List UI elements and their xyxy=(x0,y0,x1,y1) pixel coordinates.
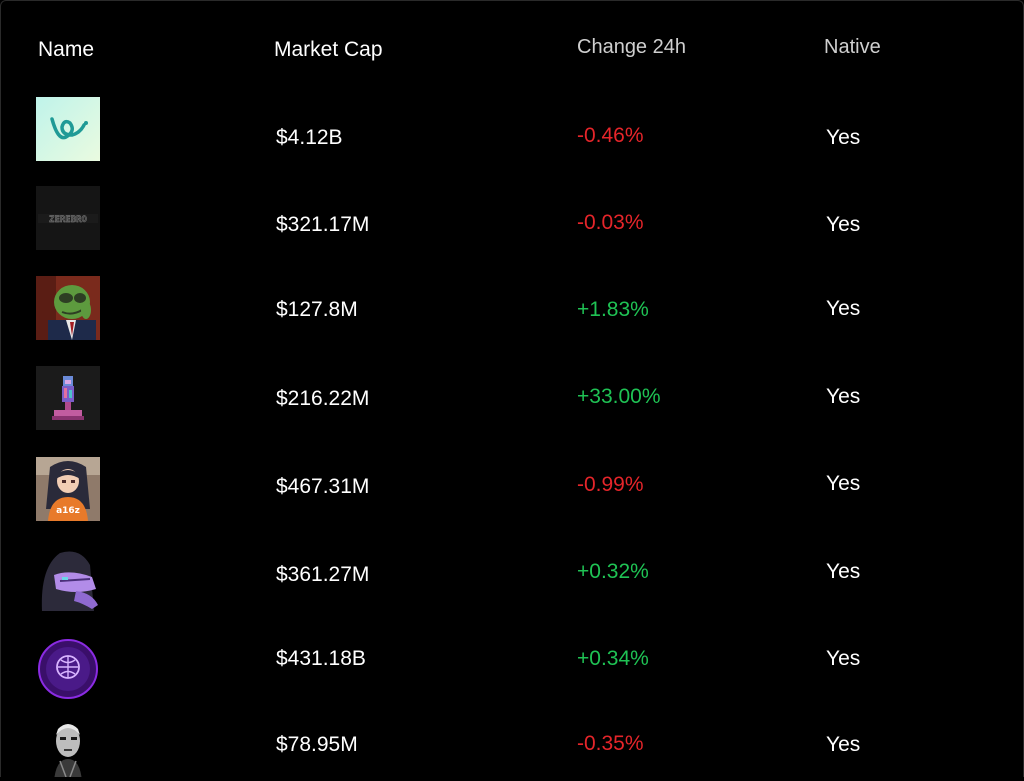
market-cap-value: $467.31M xyxy=(276,475,370,498)
change-24h-value: +0.34% xyxy=(577,647,649,670)
market-cap-value: $321.17M xyxy=(276,213,370,236)
native-value: Yes xyxy=(826,213,861,236)
pixel-bust-statue-icon xyxy=(36,366,100,430)
svg-text:ZEREBRO: ZEREBRO xyxy=(49,215,88,225)
table-row[interactable]: a16z $467.31M -0.99% Yes xyxy=(1,457,1021,521)
native-value: Yes xyxy=(826,126,861,149)
table-row[interactable]: $216.22M +33.00% Yes xyxy=(1,366,1021,430)
monochrome-face-icon xyxy=(36,717,100,777)
market-cap-value: $4.12B xyxy=(276,126,343,149)
native-value: Yes xyxy=(826,297,861,320)
anime-girl-avatar-icon: a16z xyxy=(36,457,100,521)
teal-swirl-logo-icon xyxy=(36,97,100,161)
change-24h-value: -0.99% xyxy=(577,473,644,496)
header-change-24h[interactable]: Change 24h xyxy=(577,36,686,58)
svg-text:a16z: a16z xyxy=(56,506,80,516)
purple-brain-circle-icon xyxy=(36,637,100,701)
header-native[interactable]: Native xyxy=(824,36,881,58)
change-24h-value: +33.00% xyxy=(577,385,661,408)
native-value: Yes xyxy=(826,647,861,670)
change-24h-value: -0.35% xyxy=(577,732,644,755)
table-row[interactable]: $361.27M +0.32% Yes xyxy=(1,547,1021,611)
change-24h-value: -0.03% xyxy=(577,211,644,234)
green-frog-suit-avatar-icon xyxy=(36,276,100,340)
change-24h-value: +1.83% xyxy=(577,298,649,321)
dark-text-logo-icon: ZEREBRO xyxy=(36,186,100,250)
native-value: Yes xyxy=(826,385,861,408)
table-row[interactable]: ZEREBRO $321.17M -0.03% Yes xyxy=(1,186,1021,250)
native-value: Yes xyxy=(826,733,861,756)
market-cap-value: $431.18B xyxy=(276,647,366,670)
purple-hooded-creature-icon xyxy=(36,547,100,611)
header-name[interactable]: Name xyxy=(38,38,95,61)
market-cap-value: $78.95M xyxy=(276,733,358,756)
change-24h-value: +0.32% xyxy=(577,560,649,583)
table-row[interactable]: $127.8M +1.83% Yes xyxy=(1,276,1021,340)
table-row[interactable]: $431.18B +0.34% Yes xyxy=(1,637,1021,701)
header-market-cap[interactable]: Market Cap xyxy=(274,38,383,61)
market-cap-value: $216.22M xyxy=(276,387,370,410)
market-cap-value: $361.27M xyxy=(276,563,370,586)
market-cap-value: $127.8M xyxy=(276,298,358,321)
table-row[interactable]: $78.95M -0.35% Yes xyxy=(1,717,1021,781)
change-24h-value: -0.46% xyxy=(577,124,644,147)
table-row[interactable]: $4.12B -0.46% Yes xyxy=(1,97,1021,161)
native-value: Yes xyxy=(826,560,861,583)
native-value: Yes xyxy=(826,472,861,495)
